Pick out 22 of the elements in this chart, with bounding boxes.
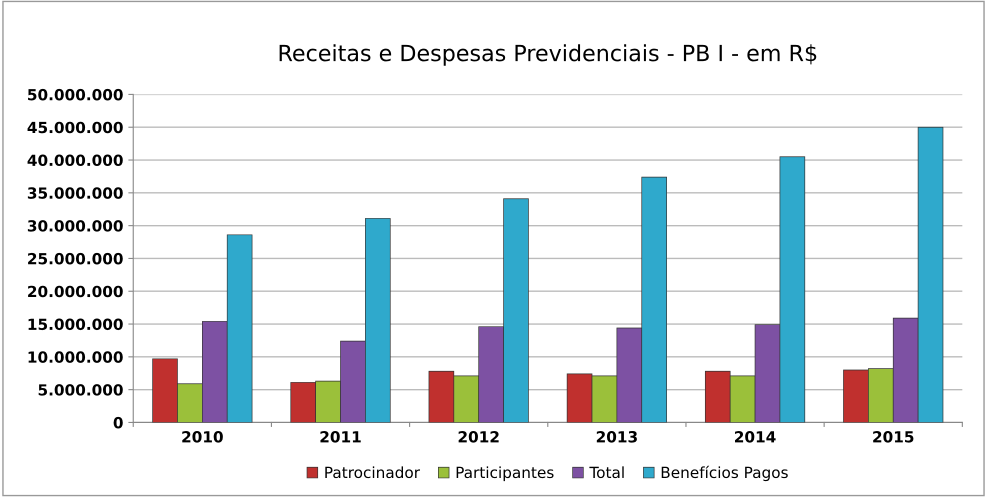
x-tick-label: 2012: [458, 431, 499, 443]
y-tick-label: 45.000.000: [28, 122, 123, 134]
y-tick-label: 5.000.000: [38, 384, 123, 396]
x-tick-label: 2011: [320, 431, 361, 443]
y-tick-label: 15.000.000: [28, 318, 123, 330]
y-tick-label: 50.000.000: [28, 88, 123, 100]
y-tick-label: 35.000.000: [28, 187, 123, 199]
y-tick-label: 25.000.000: [28, 252, 123, 264]
legend-label: Patrocinador: [325, 466, 420, 478]
x-tick-label: 2014: [735, 431, 776, 443]
x-tick-label: 2015: [873, 431, 914, 443]
y-tick-label: 40.000.000: [28, 154, 123, 166]
y-tick-label: 30.000.000: [28, 220, 123, 232]
y-tick-label: 20.000.000: [28, 286, 123, 298]
y-tick-label: 10.000.000: [28, 351, 123, 363]
y-tick-label: 0: [114, 416, 123, 428]
legend-label: Benefícios Pagos: [662, 466, 788, 482]
legend-label: Total: [589, 466, 624, 478]
x-tick-label: 2013: [596, 431, 637, 443]
x-tick-label: 2010: [182, 431, 223, 443]
legend-label: Participantes: [456, 466, 554, 482]
chart-title: Receitas e Despesas Previdenciais - PB I - em R$: [280, 44, 816, 66]
